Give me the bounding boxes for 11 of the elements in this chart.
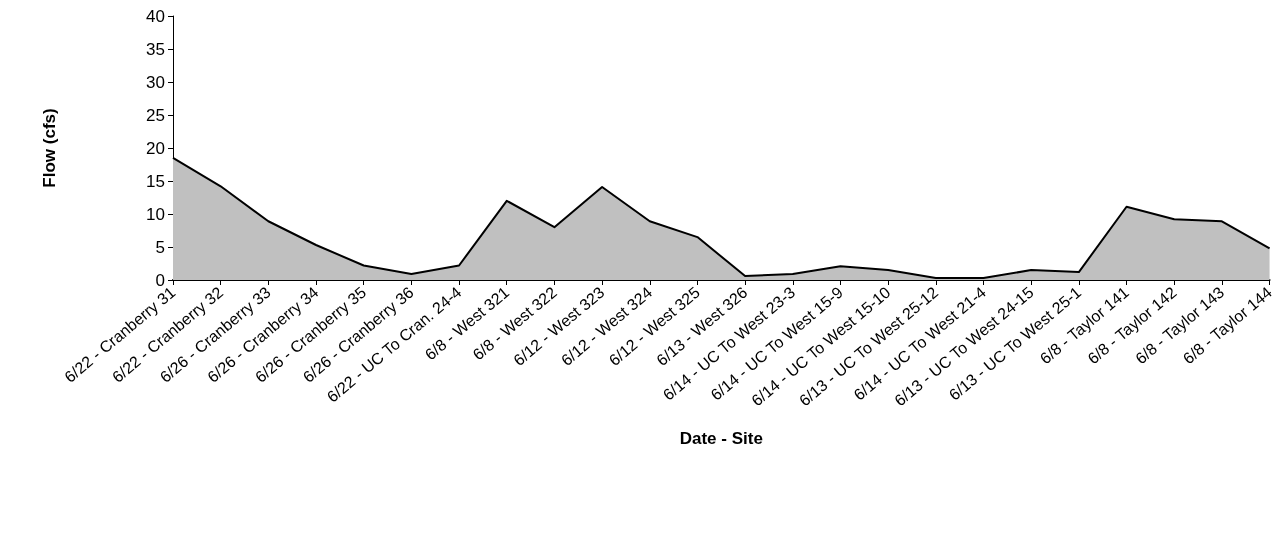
y-tick-label: 10 [146,204,165,224]
y-tick-label: 5 [155,237,165,257]
y-tick-label: 0 [155,270,165,290]
y-tick-label: 40 [146,6,165,26]
y-axis-title: Flow (cfs) [40,108,59,188]
y-tick-label: 25 [146,105,165,125]
y-tick-label: 15 [146,171,165,191]
x-axis-title: Date - Site [679,429,763,448]
y-tick-label: 30 [146,72,165,92]
y-tick-label: 35 [146,39,165,59]
y-tick-label: 20 [146,138,165,158]
